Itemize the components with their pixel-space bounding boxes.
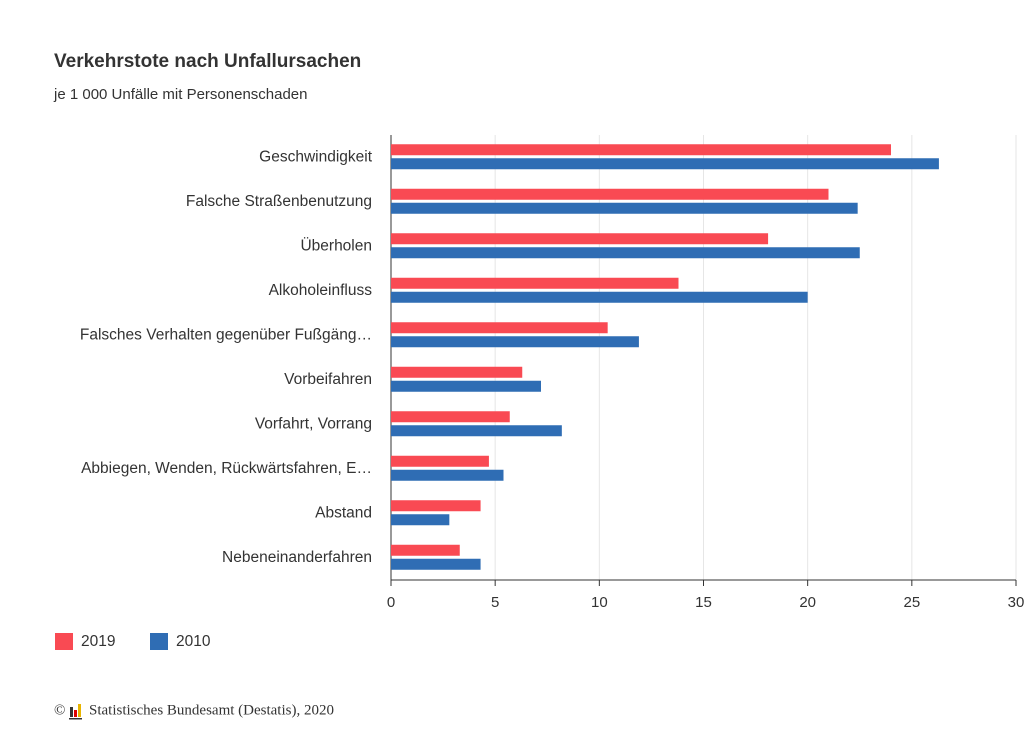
y-tick-label: Falsches Verhalten gegenüber Fußgäng… <box>80 326 372 343</box>
y-tick-label: Geschwindigkeit <box>259 148 373 165</box>
x-tick-label: 15 <box>695 594 712 611</box>
y-tick-label: Überholen <box>300 236 372 254</box>
y-tick-label: Alkoholeinfluss <box>269 282 373 299</box>
chart-subtitle: je 1 000 Unfälle mit Personenschaden <box>53 86 308 103</box>
y-tick-label: Abstand <box>315 504 372 521</box>
bar <box>391 425 562 437</box>
bar <box>391 291 808 303</box>
bar <box>391 411 510 423</box>
bar <box>391 544 460 556</box>
y-tick-label: Nebeneinanderfahren <box>222 549 372 566</box>
bar <box>391 202 858 214</box>
legend-label: 2019 <box>81 633 115 650</box>
y-tick-label: Falsche Straßenbenutzung <box>186 193 372 210</box>
bar <box>391 366 523 378</box>
y-tick-label: Vorfahrt, Vorrang <box>255 415 372 432</box>
x-tick-label: 25 <box>903 594 920 611</box>
x-tick-label: 5 <box>491 594 499 611</box>
legend-label: 2010 <box>176 633 211 650</box>
bar <box>391 158 939 170</box>
x-tick-label: 20 <box>799 594 816 611</box>
copyright: © <box>54 702 65 718</box>
bar <box>391 233 769 245</box>
x-tick-label: 0 <box>387 594 395 611</box>
bar <box>391 322 608 334</box>
bar <box>391 558 481 570</box>
bar <box>391 336 639 348</box>
bar <box>391 188 829 200</box>
chart-title: Verkehrstote nach Unfallursachen <box>54 51 361 72</box>
bar <box>391 469 504 481</box>
x-tick-label: 30 <box>1008 594 1025 611</box>
bar <box>391 144 891 156</box>
y-tick-label: Vorbeifahren <box>284 371 372 388</box>
bar <box>391 380 541 392</box>
y-tick-label: Abbiegen, Wenden, Rückwärtsfahren, E… <box>81 460 372 477</box>
bar <box>391 247 860 259</box>
legend-swatch <box>55 633 73 650</box>
bar <box>391 500 481 512</box>
source: Statistisches Bundesamt (Destatis), 2020 <box>89 702 334 718</box>
logo <box>69 704 82 720</box>
x-tick-label: 10 <box>591 594 608 611</box>
bar <box>391 514 450 526</box>
bar <box>391 277 679 289</box>
legend-swatch <box>150 633 168 650</box>
bar <box>391 455 489 467</box>
